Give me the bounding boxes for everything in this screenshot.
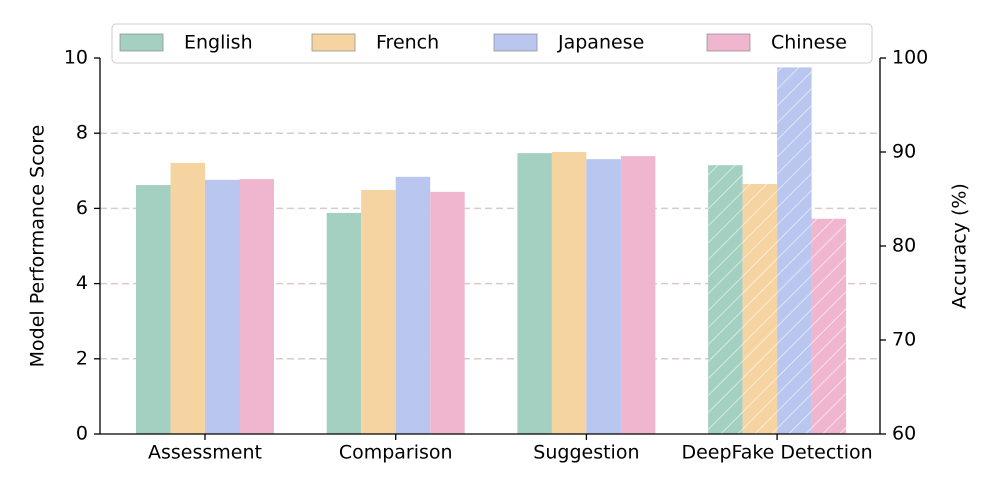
x-tick-label: Comparison: [339, 442, 453, 464]
y-tick-label: 0: [76, 423, 88, 445]
legend-box: [111, 23, 873, 64]
bar: [551, 152, 587, 434]
legend-label: French: [376, 32, 439, 54]
bar: [430, 191, 465, 434]
bar-hatch: [777, 67, 812, 435]
legend-swatch: [119, 33, 164, 52]
legend-swatch: [493, 33, 538, 52]
y2-axis-label: Accuracy (%): [949, 183, 971, 309]
y-tick-label: 10: [64, 47, 88, 69]
y2-tick-label: 100: [892, 47, 928, 69]
y-axis-label: Model Performance Score: [27, 125, 49, 368]
legend-label: Japanese: [557, 32, 644, 54]
legend-swatch: [311, 33, 356, 52]
y2-tick-label: 80: [892, 235, 916, 257]
bar: [136, 185, 171, 434]
bar-hatch: [742, 183, 778, 434]
bar-hatch: [811, 218, 847, 434]
y-tick-label: 8: [76, 122, 88, 144]
bar: [395, 176, 431, 435]
bar: [170, 162, 205, 435]
x-tick-label: Suggestion: [533, 442, 639, 464]
bar-hatch: [708, 165, 743, 434]
bar: [239, 179, 274, 434]
y2-tick-label: 70: [892, 329, 916, 351]
legend-label: Chinese: [771, 32, 847, 54]
y-tick-label: 2: [76, 347, 88, 369]
bar: [361, 189, 396, 434]
y-tick-label: 4: [76, 272, 88, 294]
legend-swatch: [706, 33, 751, 52]
bar: [326, 212, 362, 434]
bar: [205, 179, 240, 434]
bar: [517, 153, 552, 435]
legend-label: English: [184, 32, 253, 54]
bar: [620, 156, 656, 435]
x-tick-label: DeepFake Detection: [681, 442, 872, 464]
y-tick-label: 6: [76, 197, 88, 219]
x-tick-label: Assessment: [148, 442, 262, 464]
y2-tick-label: 90: [892, 141, 916, 163]
bar: [586, 159, 621, 435]
y2-tick-label: 60: [892, 423, 916, 445]
